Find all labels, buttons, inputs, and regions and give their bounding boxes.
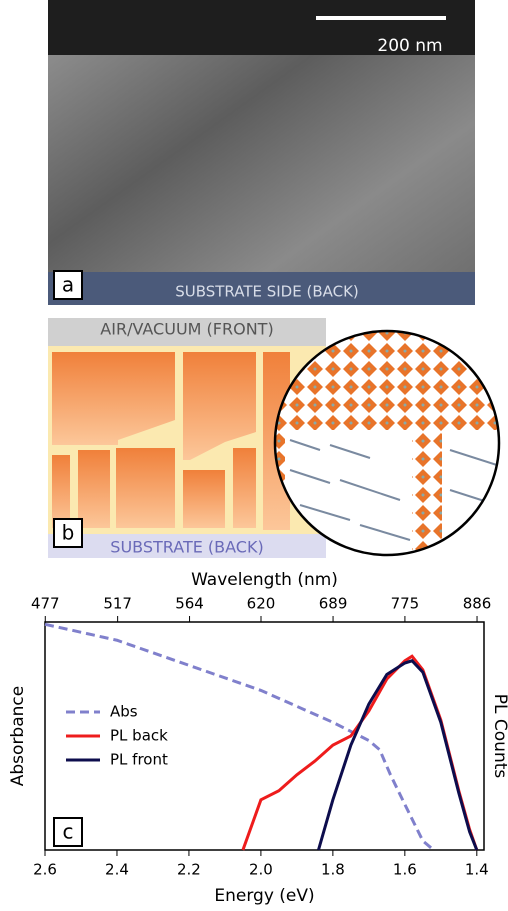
x2-tick-label: 517 [103,595,132,613]
x2-tick-label: 775 [391,595,420,613]
x-tick-label: 1.8 [321,861,345,879]
legend-label: PL front [110,751,168,769]
x-tick-label: 2.4 [105,861,129,879]
x-tick-label: 2.0 [249,861,273,879]
panel-label-box [53,270,83,300]
x2-tick-label: 477 [31,595,60,613]
x2-tick-label: 620 [247,595,276,613]
sem-top [48,0,475,55]
panel-label: b [62,521,75,545]
series-line [44,622,435,852]
x-axis-title: Energy (eV) [214,886,314,906]
substrate-band [48,534,326,558]
x-tick-label: 2.2 [177,861,201,879]
substrate-label: SUBSTRATE (BACK) [110,538,263,557]
grains [52,352,290,530]
x2-tick-label: 564 [175,595,204,613]
x2-tick-label: 689 [319,595,348,613]
sem-substrate [48,272,475,305]
zoom-border [273,329,501,557]
legend-label: Abs [110,703,138,721]
panel-label-box [53,817,83,847]
x-tick-label: 1.4 [465,861,489,879]
plot-frame [44,621,485,851]
y2-axis-title: PL Counts [490,694,508,779]
panel-label: a [62,273,74,297]
legend-label: PL back [110,727,168,745]
panel-label-box [53,518,83,548]
panel-label: c [63,820,74,844]
air-band [48,318,326,346]
y-axis-title: Absorbance [8,686,28,786]
series-line [241,654,479,851]
air-label: AIR/VACUUM (FRONT) [100,320,273,339]
series-line [317,659,479,851]
caption: SUBSTRATE SIDE (BACK) [175,283,359,301]
x-tick-label: 1.6 [393,861,417,879]
scale-label: 200 nm [377,36,442,56]
x-tick-label: 2.6 [33,861,57,879]
x2-axis-title: Wavelength (nm) [191,570,338,590]
x2-tick-label: 886 [463,595,492,613]
